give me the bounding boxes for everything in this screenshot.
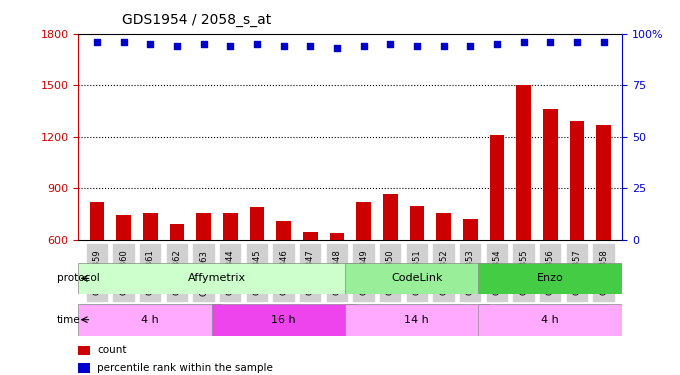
Point: [145, 41, 156, 47]
Bar: [516, 86, 531, 343]
Point: [91, 39, 102, 45]
Point: [278, 43, 289, 49]
Bar: [409, 206, 424, 343]
Bar: [383, 195, 398, 343]
Point: [438, 43, 449, 49]
Text: 4 h: 4 h: [141, 315, 159, 325]
Bar: [211, 304, 356, 336]
Bar: [78, 304, 222, 336]
Bar: [478, 262, 622, 294]
Bar: [78, 262, 356, 294]
Point: [385, 41, 396, 47]
Text: Affymetrix: Affymetrix: [188, 273, 246, 284]
Point: [331, 45, 342, 51]
Text: Enzo: Enzo: [537, 273, 564, 284]
Text: 16 h: 16 h: [271, 315, 296, 325]
Bar: [303, 232, 318, 343]
Text: percentile rank within the sample: percentile rank within the sample: [97, 363, 273, 373]
Point: [171, 43, 182, 49]
Point: [492, 41, 503, 47]
Bar: [596, 125, 611, 343]
Bar: [570, 120, 584, 343]
Point: [358, 43, 369, 49]
Text: count: count: [97, 345, 126, 355]
Bar: [90, 202, 104, 343]
Bar: [345, 304, 489, 336]
Bar: [116, 215, 131, 343]
Point: [305, 43, 316, 49]
Bar: [223, 213, 237, 343]
Text: 14 h: 14 h: [405, 315, 429, 325]
Text: time: time: [57, 315, 80, 325]
Bar: [330, 233, 344, 343]
Bar: [356, 202, 371, 343]
Point: [545, 39, 556, 45]
Point: [411, 43, 422, 49]
Point: [518, 39, 529, 45]
Bar: [478, 304, 622, 336]
Point: [118, 39, 129, 45]
Point: [252, 41, 262, 47]
Bar: [197, 213, 211, 343]
Point: [464, 43, 475, 49]
Point: [598, 39, 609, 45]
Text: 4 h: 4 h: [541, 315, 559, 325]
Bar: [276, 221, 291, 343]
Bar: [250, 207, 265, 343]
Bar: [543, 110, 558, 343]
Bar: [463, 219, 477, 343]
Bar: [78, 346, 90, 355]
Point: [225, 43, 236, 49]
Bar: [345, 262, 489, 294]
Text: GDS1954 / 2058_s_at: GDS1954 / 2058_s_at: [122, 13, 271, 27]
Text: CodeLink: CodeLink: [391, 273, 443, 284]
Text: protocol: protocol: [57, 273, 99, 284]
Point: [198, 41, 209, 47]
Point: [571, 39, 582, 45]
Bar: [143, 213, 158, 343]
Bar: [169, 224, 184, 343]
Bar: [436, 213, 451, 343]
Bar: [78, 363, 90, 373]
Bar: [490, 135, 504, 343]
